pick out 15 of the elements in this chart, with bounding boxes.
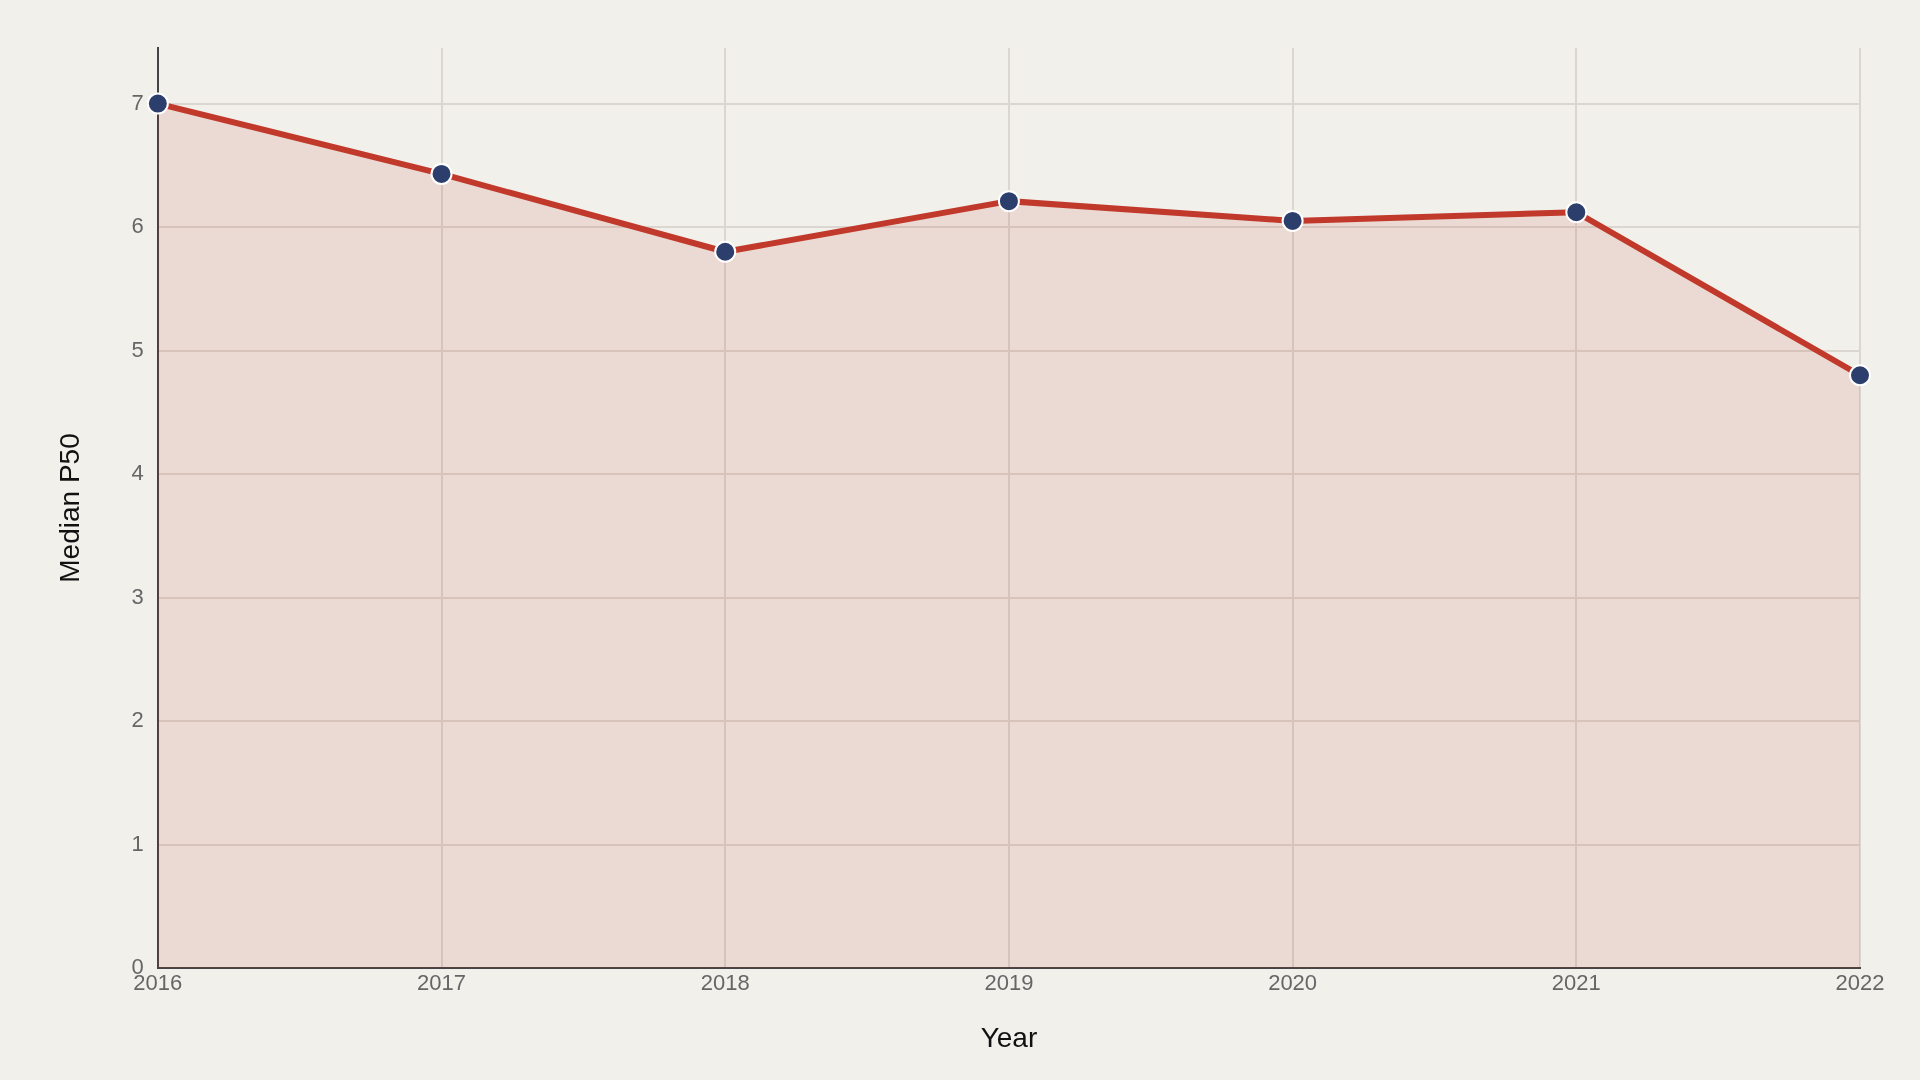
x-tick-label: 2019	[984, 970, 1034, 996]
y-tick-label: 4	[131, 460, 144, 486]
y-tick-label: 5	[131, 336, 144, 362]
x-tick-label: 2018	[700, 970, 750, 996]
y-axis-title: Median P50	[53, 433, 85, 583]
x-tick-label: 2020	[1268, 970, 1318, 996]
x-axis-title: Year	[980, 1021, 1038, 1053]
y-tick-label: 7	[131, 89, 144, 115]
x-tick-label: 2021	[1551, 970, 1601, 996]
x-tick-label: 2017	[417, 970, 467, 996]
y-tick-label: 2	[131, 707, 144, 733]
x-tick-label: 2022	[1835, 970, 1885, 996]
y-tick-label: 3	[131, 583, 144, 609]
y-tick-label: 6	[131, 213, 144, 239]
y-tick-label: 1	[131, 830, 144, 856]
